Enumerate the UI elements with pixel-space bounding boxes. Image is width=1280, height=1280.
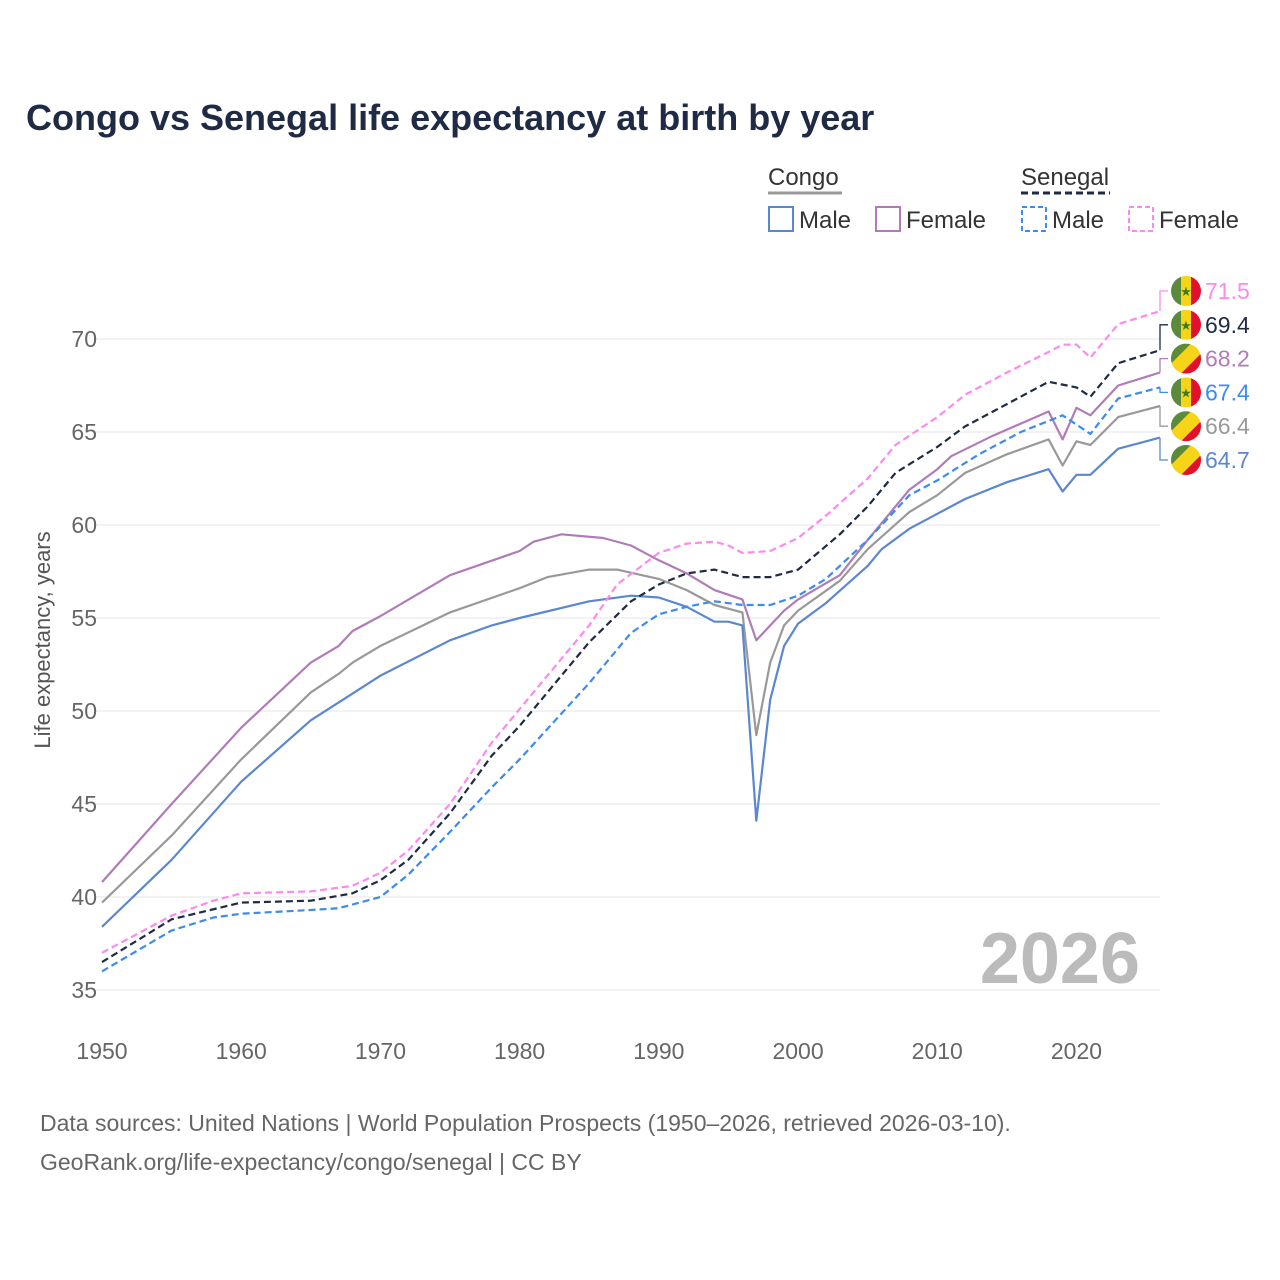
source-line-1: Data sources: United Nations | World Pop… [40, 1110, 1011, 1136]
x-tick-label: 1950 [76, 1038, 127, 1064]
y-tick-label: 45 [71, 791, 97, 817]
x-tick-label: 2020 [1051, 1038, 1102, 1064]
end-label-connector [1159, 405, 1168, 427]
series-line-congo-male [101, 436, 1161, 928]
source-line-2: GeoRank.org/life-expectancy/congo/senega… [40, 1149, 582, 1175]
legend-group-congo: Congo [768, 164, 839, 191]
legend-senegal-female-swatch[interactable] [1128, 206, 1154, 232]
series-lines [101, 310, 1161, 973]
end-value-label: 69.4 [1205, 312, 1250, 338]
x-tick-label: 1980 [494, 1038, 545, 1064]
end-value-label: 68.2 [1205, 346, 1250, 372]
end-label-connector [1159, 357, 1168, 373]
senegal-flag-icon: ★ [1171, 276, 1201, 306]
grid [95, 338, 1160, 991]
y-tick-label: 35 [71, 977, 97, 1003]
svg-text:★: ★ [1180, 284, 1192, 299]
x-ticks: 1950 1960 1970 1980 1990 2000 2010 2020 [76, 1038, 1102, 1064]
series-line-senegal-female [101, 310, 1161, 954]
end-label-connector [1159, 387, 1168, 394]
svg-text:★: ★ [1180, 385, 1192, 400]
senegal-flag-icon: ★ [1171, 377, 1201, 408]
end-value-label: 71.5 [1205, 278, 1250, 304]
y-tick-label: 55 [71, 605, 97, 631]
x-tick-label: 2010 [912, 1038, 963, 1064]
legend-senegal-female[interactable]: Female [1159, 207, 1239, 234]
y-tick-label: 70 [71, 326, 97, 352]
legend-congo-male[interactable]: Male [799, 207, 851, 234]
chart-title: Congo vs Senegal life expectancy at birt… [26, 97, 874, 138]
y-tick-label: 40 [71, 884, 97, 910]
y-tick-label: 50 [71, 698, 97, 724]
legend-congo-female-swatch[interactable] [875, 206, 901, 232]
end-labels: ★ 71.5 ★ 69.4 68.2 ★ 67.4 66.4 64.7 [1159, 276, 1250, 475]
x-tick-label: 1990 [633, 1038, 684, 1064]
legend-senegal-male-swatch[interactable] [1021, 206, 1047, 232]
y-tick-label: 60 [71, 512, 97, 538]
x-tick-label: 1960 [216, 1038, 267, 1064]
y-tick-label: 65 [71, 419, 97, 445]
series-line-congo [101, 404, 1161, 904]
series-line-congo-female [101, 371, 1161, 883]
y-axis-label: Life expectancy, years [30, 531, 55, 748]
series-line-senegal [101, 349, 1161, 964]
end-label-connector [1159, 437, 1168, 461]
congo-flag-icon [1171, 411, 1201, 442]
svg-text:★: ★ [1180, 318, 1192, 333]
end-value-label: 66.4 [1205, 413, 1250, 439]
legend-congo-male-swatch[interactable] [768, 206, 794, 232]
legend: Congo Senegal Male Female Male Female [768, 164, 1239, 234]
x-tick-label: 2000 [772, 1038, 823, 1064]
legend-congo-female[interactable]: Female [906, 207, 986, 234]
end-value-label: 67.4 [1205, 379, 1250, 405]
congo-flag-icon [1171, 343, 1201, 374]
end-label-connector [1159, 324, 1168, 351]
congo-flag-icon [1171, 445, 1201, 475]
end-label-connector [1159, 290, 1168, 312]
year-watermark: 2026 [980, 919, 1140, 999]
legend-senegal-male[interactable]: Male [1052, 207, 1104, 234]
end-value-label: 64.7 [1205, 447, 1250, 473]
y-ticks: 35 40 45 50 55 60 65 70 [71, 326, 97, 1003]
legend-group-senegal: Senegal [1021, 164, 1109, 191]
x-tick-label: 1970 [355, 1038, 406, 1064]
series-line-senegal-male [101, 386, 1161, 973]
senegal-flag-icon: ★ [1171, 309, 1201, 340]
